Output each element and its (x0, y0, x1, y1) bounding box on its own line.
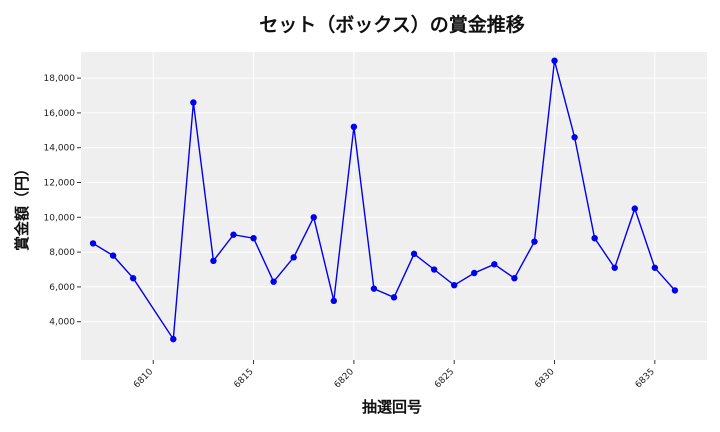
y-tick-label: 18,000 (44, 74, 76, 84)
plot-area (81, 52, 707, 360)
data-point (471, 269, 478, 277)
data-point (491, 261, 498, 268)
data-point (410, 250, 418, 258)
data-point (450, 281, 458, 289)
y-tick-label: 8,000 (49, 248, 75, 258)
x-tick-label: 6815 (232, 367, 255, 390)
y-tick-label: 12,000 (44, 179, 76, 189)
data-point (370, 285, 378, 292)
x-tick-label: 6825 (433, 367, 456, 390)
data-point (170, 335, 177, 343)
series-line (89, 57, 679, 343)
data-point (631, 205, 638, 212)
data-point (190, 99, 197, 106)
data-point (270, 278, 277, 285)
data-point (671, 287, 679, 294)
chart-title: セット（ボックス）の賞金推移 (259, 13, 524, 36)
y-tick-label: 4,000 (49, 318, 75, 328)
x-axis-label: 抽選回号 (362, 398, 422, 416)
y-tick-label: 6,000 (49, 283, 75, 293)
y-tick-label: 10,000 (44, 213, 76, 223)
x-tick-label: 6810 (132, 367, 155, 390)
data-point (230, 231, 237, 238)
x-tick-label: 6830 (533, 367, 556, 390)
data-point (511, 275, 518, 282)
y-tick-label: 14,000 (44, 144, 76, 154)
y-axis-label: 賞金額（円） (13, 161, 31, 251)
grid (81, 52, 707, 360)
data-point (531, 238, 538, 245)
data-point (651, 264, 659, 271)
data-point (290, 254, 297, 261)
data-point (330, 297, 338, 305)
data-point (310, 214, 317, 221)
data-point (571, 134, 578, 141)
data-point (129, 275, 137, 282)
data-point (591, 234, 598, 242)
data-point (390, 294, 398, 301)
y-tick-label: 16,000 (44, 109, 76, 119)
data-point (109, 252, 117, 259)
data-point (611, 264, 618, 271)
data-point (250, 234, 257, 242)
x-tick-label: 6835 (634, 367, 657, 390)
x-tick-label: 6820 (333, 367, 356, 390)
data-point (210, 257, 217, 265)
data-point (430, 266, 438, 273)
data-point (350, 123, 358, 131)
data-point (89, 240, 97, 247)
data-point (551, 57, 558, 64)
